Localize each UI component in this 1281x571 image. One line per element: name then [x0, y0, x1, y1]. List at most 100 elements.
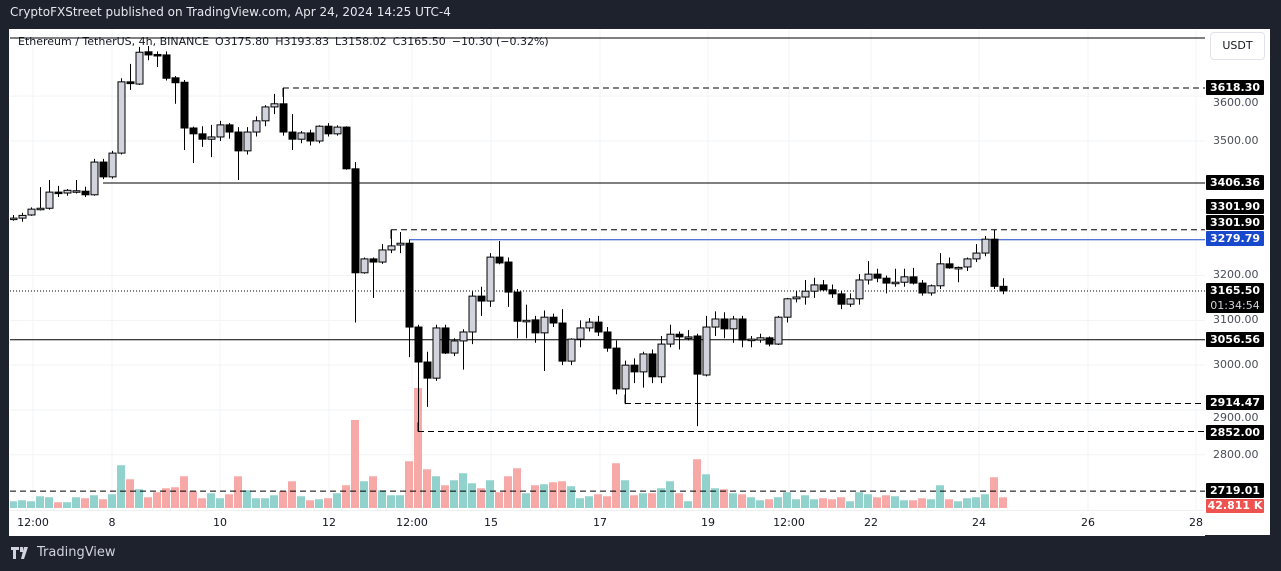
candle-body: [801, 290, 810, 298]
candle-down: [819, 279, 828, 292]
candle-down: [549, 313, 558, 328]
candle-body: [558, 322, 567, 362]
volume-bar: [432, 476, 440, 508]
candle-up: [783, 297, 792, 323]
volume-bar: [639, 493, 647, 508]
publish-header: CryptoFXStreet published on TradingView.…: [10, 5, 451, 19]
price-label-value: 3406.36: [1209, 176, 1261, 189]
candle-up: [900, 268, 909, 287]
candle-up: [315, 125, 324, 144]
volume-bar: [684, 501, 692, 508]
candle-body: [873, 273, 882, 279]
candle-body: [675, 333, 684, 338]
candle-body: [972, 252, 981, 260]
candle-body: [945, 263, 954, 269]
volume-bar: [819, 498, 827, 508]
candle-body: [918, 282, 927, 294]
tradingview-logo[interactable]: TradingView: [11, 545, 116, 560]
volume-bar: [261, 498, 269, 508]
candle-down: [693, 333, 702, 427]
volume-bar: [918, 498, 926, 508]
volume-bar: [693, 459, 701, 508]
candle-up: [729, 315, 738, 343]
candle-body: [837, 293, 846, 305]
candle-up: [657, 336, 666, 384]
candle-up: [864, 261, 873, 285]
candle-up: [450, 338, 459, 357]
candle-body: [36, 207, 45, 211]
time-tick: 19: [701, 516, 715, 529]
volume-bar: [477, 488, 485, 508]
volume-bar: [774, 497, 782, 508]
price-label: 3301.90: [1206, 215, 1264, 230]
candle-body: [990, 238, 999, 287]
volume-bar: [72, 497, 80, 508]
volume-bar: [216, 498, 224, 508]
volume-bar: [279, 491, 287, 508]
candle-up: [972, 244, 981, 263]
volume-bar: [243, 490, 251, 508]
candle-body: [432, 327, 441, 379]
candle-body: [10, 217, 18, 221]
candle-up: [639, 351, 648, 388]
time-tick: 22: [864, 516, 878, 529]
candle-body: [504, 261, 513, 293]
candle-up: [810, 277, 819, 298]
candle-up: [567, 338, 576, 366]
price-label: 3279.79: [1206, 231, 1264, 246]
time-axis[interactable]: 12:00 8 10 12 12:00 15 17 19 12:00 22 24 26 28: [9, 510, 1205, 536]
candle-body: [153, 53, 162, 57]
time-tick: 12: [322, 516, 336, 529]
candle-down: [738, 315, 747, 348]
candle-body: [783, 298, 792, 318]
price-label: 3301.90: [1206, 199, 1264, 214]
candle-down: [324, 123, 333, 137]
volume-bar: [828, 499, 836, 508]
volume-bar: [90, 495, 98, 508]
volume-bar: [414, 388, 422, 508]
volume-bar: [783, 492, 791, 508]
volume-bar: [999, 497, 1007, 508]
candle-body: [333, 126, 342, 135]
price-label-value: 2852.00: [1209, 426, 1261, 439]
volume-bar: [765, 499, 773, 508]
legend-low: L3158.02: [334, 35, 387, 48]
candle-body: [621, 364, 630, 390]
logo-text: TradingView: [37, 545, 116, 560]
candle-down: [351, 162, 360, 323]
candle-body: [27, 208, 36, 216]
candle-body: [243, 131, 252, 152]
volume-bar: [162, 488, 170, 508]
symbol-name[interactable]: Ethereum / TetherUS, 4h, BINANCE: [18, 35, 210, 48]
volume-bar: [585, 496, 593, 508]
candle-body: [792, 296, 801, 300]
candle-body: [423, 361, 432, 379]
candle-up: [963, 257, 972, 272]
volume-bar: [171, 487, 179, 508]
bar-countdown: 01:34:54: [1210, 299, 1260, 312]
candle-body: [189, 127, 198, 135]
candle-body: [99, 161, 108, 178]
candle-body: [846, 298, 855, 305]
time-tick: 26: [1081, 516, 1095, 529]
candle-down: [945, 257, 954, 269]
candle-down: [720, 312, 729, 339]
candle-down: [423, 351, 432, 407]
price-label: 3056.56: [1206, 332, 1264, 347]
volume-bar: [207, 493, 215, 508]
volume-bar: [27, 501, 35, 508]
candle-body: [639, 353, 648, 373]
time-tick: 12:00: [17, 516, 49, 529]
candle-body: [405, 242, 414, 328]
candle-body: [279, 103, 288, 133]
candle-up: [108, 150, 117, 179]
candle-up: [459, 329, 468, 370]
volume-bar: [792, 499, 800, 508]
volume-bar: [630, 495, 638, 508]
candle-down: [828, 284, 837, 298]
price-axis[interactable]: USDT 3600.00 3500.00 3200.00 3100.00 3000.00…: [1205, 29, 1270, 513]
currency-button[interactable]: USDT: [1210, 32, 1265, 60]
volume-bar: [558, 481, 566, 508]
volume-bar: [369, 476, 377, 508]
